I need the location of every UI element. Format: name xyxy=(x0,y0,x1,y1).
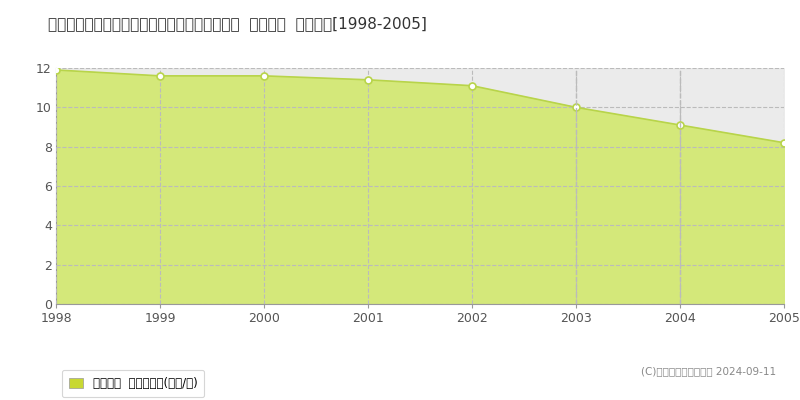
Legend: 基準地価  平均坪単価(万円/坪): 基準地価 平均坪単価(万円/坪) xyxy=(62,370,205,397)
Text: (C)土地価格ドットコム 2024-09-11: (C)土地価格ドットコム 2024-09-11 xyxy=(641,366,776,376)
Text: 福岡県大川市大字幡保字若松７０番１ほか３筆  基準地価  地価推移[1998-2005]: 福岡県大川市大字幡保字若松７０番１ほか３筆 基準地価 地価推移[1998-200… xyxy=(48,16,427,31)
